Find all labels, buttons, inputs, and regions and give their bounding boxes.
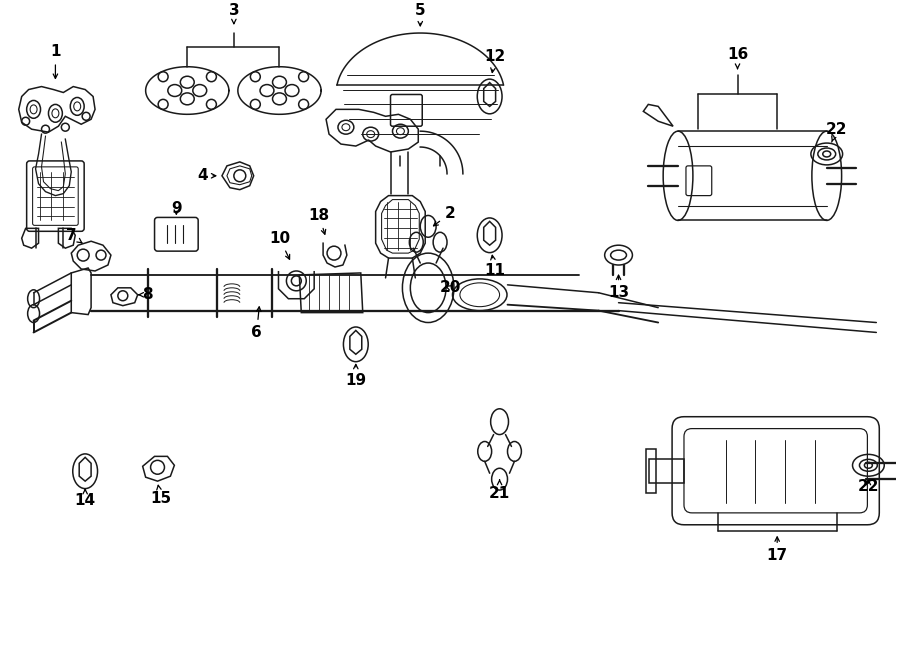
Text: 1: 1 — [50, 44, 60, 79]
Text: 12: 12 — [484, 50, 505, 73]
Text: 18: 18 — [309, 208, 329, 234]
Text: 11: 11 — [484, 255, 505, 278]
Text: 3: 3 — [229, 3, 239, 24]
Text: 14: 14 — [75, 490, 95, 508]
Text: 10: 10 — [269, 231, 290, 259]
Text: 2: 2 — [434, 206, 455, 226]
Text: 7: 7 — [66, 228, 82, 243]
Text: 15: 15 — [150, 485, 171, 506]
Text: 22: 22 — [826, 122, 848, 142]
Text: 8: 8 — [139, 288, 153, 302]
Text: 9: 9 — [171, 201, 182, 216]
Text: 17: 17 — [767, 537, 788, 563]
Text: 21: 21 — [489, 480, 510, 500]
Text: 5: 5 — [415, 3, 426, 26]
Text: 16: 16 — [727, 48, 748, 69]
Text: 19: 19 — [346, 364, 366, 387]
Text: 6: 6 — [251, 307, 262, 340]
Text: 20: 20 — [439, 280, 461, 295]
Text: 22: 22 — [858, 479, 879, 494]
Text: 13: 13 — [608, 275, 629, 300]
Text: 4: 4 — [197, 169, 216, 183]
